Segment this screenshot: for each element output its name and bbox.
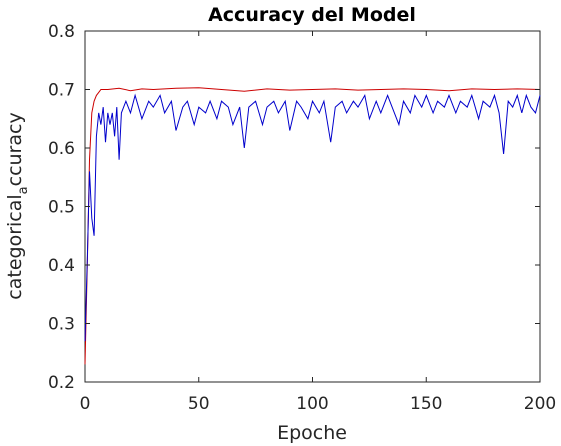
x-tick-label: 200 (524, 394, 556, 414)
y-axis-label-tail: ccuracy (4, 112, 26, 186)
y-axis-ticks: 0.2 0.3 0.4 0.5 0.6 0.7 0.8 (48, 22, 540, 393)
x-tick-label: 100 (296, 394, 328, 414)
series-line-2 (84, 93, 541, 342)
y-tick-label: 0.7 (48, 81, 75, 101)
y-tick-label: 0.4 (48, 256, 75, 276)
y-tick-label: 0.8 (48, 22, 75, 42)
x-tick-label: 150 (410, 394, 442, 414)
series-layer (84, 87, 541, 365)
y-tick-label: 0.2 (48, 373, 75, 393)
x-axis-ticks: 0 50 100 150 200 (80, 31, 556, 414)
y-axis-label-subscript: a (16, 186, 31, 194)
y-tick-label: 0.5 (48, 198, 75, 218)
x-axis-label: Epoche (277, 422, 347, 444)
y-axis-label: categoricalaccuracy (4, 112, 31, 299)
plot-frame (84, 30, 541, 383)
x-tick-label: 50 (188, 394, 210, 414)
x-tick-label: 0 (80, 394, 91, 414)
plot-area (84, 30, 541, 383)
series-line-1 (84, 87, 541, 365)
y-tick-label: 0.3 (48, 315, 75, 335)
y-axis-label-main: categorical (4, 194, 26, 299)
chart-title: Accuracy del Model (208, 4, 416, 26)
y-tick-label: 0.6 (48, 139, 75, 159)
